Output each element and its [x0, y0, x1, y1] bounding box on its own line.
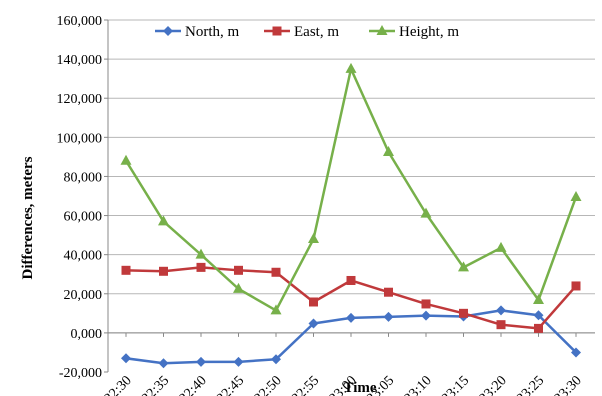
data-point: [271, 267, 281, 277]
data-point: [459, 308, 468, 318]
data-point: [383, 146, 394, 156]
data-point: [271, 354, 281, 365]
y-tick-label: 100,000: [57, 131, 103, 146]
data-point: [571, 347, 581, 358]
data-point: [421, 310, 431, 321]
data-point: [195, 248, 207, 259]
x-axis-title: Time: [343, 380, 376, 396]
x-tick-label: 23:20: [477, 373, 510, 396]
data-point: [533, 310, 544, 321]
legend-item: North, m: [155, 24, 239, 40]
legend-item: East, m: [264, 24, 339, 40]
x-tick-label: 23:30: [552, 373, 585, 396]
series-3: [120, 62, 582, 315]
data-point: [233, 356, 244, 367]
x-tick-label: 23:10: [402, 373, 435, 396]
legend: North, m East, m Height, m: [155, 24, 459, 40]
data-point: [421, 299, 431, 309]
data-point: [234, 265, 243, 275]
data-point: [571, 281, 581, 291]
data-point: [346, 275, 356, 285]
y-tick-label: 140,000: [57, 53, 103, 68]
data-point: [345, 62, 357, 73]
legend-swatch-marker: [272, 26, 282, 36]
x-tick-label: 22:30: [102, 373, 135, 396]
y-tick-label: 160,000: [57, 14, 103, 29]
data-point: [158, 215, 169, 226]
data-point: [420, 207, 432, 218]
y-tick-label: 120,000: [57, 92, 103, 107]
data-point: [570, 190, 582, 201]
data-point: [159, 266, 168, 276]
data-point: [121, 353, 131, 364]
series-2: [121, 262, 581, 333]
x-tick-label: 22:40: [177, 373, 210, 396]
data-point: [158, 358, 169, 369]
y-axis-title: Differences, meters: [20, 156, 36, 279]
series-layer: [120, 62, 582, 369]
data-point: [233, 282, 244, 293]
data-point: [496, 305, 506, 316]
data-point: [308, 233, 319, 244]
legend-swatch-marker: [376, 25, 388, 35]
x-tick-label: 22:35: [139, 373, 172, 396]
data-point: [533, 294, 544, 305]
legend-label: East, m: [294, 24, 339, 40]
x-tick-label: 22:55: [289, 373, 322, 396]
data-point: [383, 311, 394, 322]
y-axis-ticks: -20,000 0,000 20,000 40,000 60,000 80,000 100,…: [57, 14, 108, 381]
x-tick-label: 22:45: [214, 373, 247, 396]
data-point: [309, 297, 318, 307]
data-point: [346, 312, 356, 323]
y-tick-label: 80,000: [64, 170, 103, 185]
data-point: [120, 154, 132, 165]
legend-item: Height, m: [369, 24, 459, 40]
x-tick-label: 23:25: [514, 373, 547, 396]
data-point: [121, 265, 131, 275]
data-point: [196, 356, 206, 367]
data-point: [458, 261, 469, 272]
data-point: [495, 241, 507, 252]
gridlines: [108, 19, 595, 334]
y-tick-label: -20,000: [59, 366, 102, 381]
y-tick-label: 40,000: [64, 249, 103, 264]
series-line: [124, 67, 578, 312]
x-tick-label: 22:50: [252, 373, 285, 396]
data-point: [196, 262, 206, 272]
legend-swatch-marker: [163, 26, 173, 36]
x-tick-label: 23:15: [439, 373, 472, 396]
legend-label: Height, m: [399, 24, 459, 40]
data-point: [534, 323, 543, 333]
data-point: [270, 304, 282, 315]
y-tick-label: 60,000: [64, 210, 103, 225]
data-point: [308, 318, 319, 329]
data-point: [384, 287, 393, 297]
data-point: [496, 320, 506, 330]
y-tick-label: 20,000: [64, 288, 103, 303]
y-tick-label: 0,000: [71, 327, 103, 342]
legend-label: North, m: [185, 24, 239, 40]
